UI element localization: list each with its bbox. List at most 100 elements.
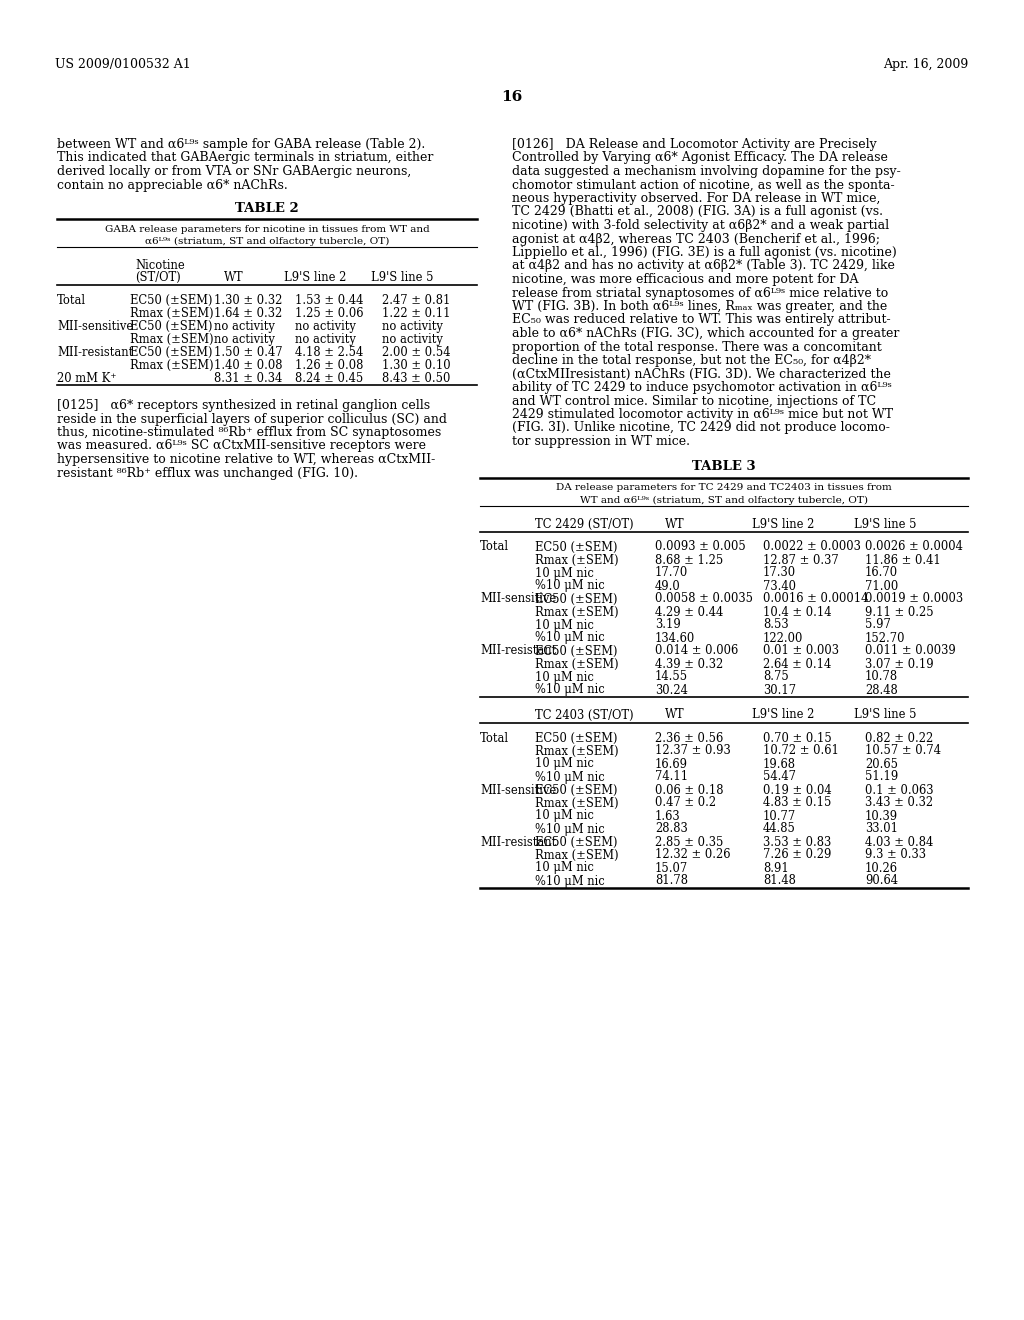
- Text: 2.64 ± 0.14: 2.64 ± 0.14: [763, 657, 831, 671]
- Text: data suggested a mechanism involving dopamine for the psy-: data suggested a mechanism involving dop…: [512, 165, 901, 178]
- Text: 54.47: 54.47: [763, 771, 796, 784]
- Text: 71.00: 71.00: [865, 579, 898, 593]
- Text: %10 μM nic: %10 μM nic: [535, 579, 605, 593]
- Text: L9'S line 5: L9'S line 5: [371, 271, 433, 284]
- Text: between WT and α6ᴸ⁹ˢ sample for GABA release (Table 2).: between WT and α6ᴸ⁹ˢ sample for GABA rel…: [57, 139, 425, 150]
- Text: WT: WT: [666, 517, 685, 531]
- Text: 0.47 ± 0.2: 0.47 ± 0.2: [655, 796, 716, 809]
- Text: 0.0026 ± 0.0004: 0.0026 ± 0.0004: [865, 540, 963, 553]
- Text: Apr. 16, 2009: Apr. 16, 2009: [883, 58, 968, 71]
- Text: no activity: no activity: [295, 333, 356, 346]
- Text: 0.06 ± 0.18: 0.06 ± 0.18: [655, 784, 724, 796]
- Text: 16.70: 16.70: [865, 566, 898, 579]
- Text: 8.53: 8.53: [763, 619, 788, 631]
- Text: WT (FIG. 3B). In both α6ᴸ⁹ˢ lines, Rₘₐₓ was greater, and the: WT (FIG. 3B). In both α6ᴸ⁹ˢ lines, Rₘₐₓ …: [512, 300, 887, 313]
- Text: 10.77: 10.77: [763, 809, 797, 822]
- Text: 1.50 ± 0.47: 1.50 ± 0.47: [214, 346, 283, 359]
- Text: Rmax (±SEM): Rmax (±SEM): [535, 744, 618, 758]
- Text: 1.25 ± 0.06: 1.25 ± 0.06: [295, 308, 364, 319]
- Text: 2.47 ± 0.81: 2.47 ± 0.81: [382, 294, 451, 308]
- Text: 10.39: 10.39: [865, 809, 898, 822]
- Text: 0.70 ± 0.15: 0.70 ± 0.15: [763, 731, 831, 744]
- Text: EC50 (±SEM): EC50 (±SEM): [535, 731, 617, 744]
- Text: MII-sensitive: MII-sensitive: [480, 784, 556, 796]
- Text: (FIG. 3I). Unlike nicotine, TC 2429 did not produce locomo-: (FIG. 3I). Unlike nicotine, TC 2429 did …: [512, 421, 890, 434]
- Text: 30.17: 30.17: [763, 684, 796, 697]
- Text: EC50 (±SEM): EC50 (±SEM): [535, 644, 617, 657]
- Text: no activity: no activity: [214, 333, 274, 346]
- Text: 4.39 ± 0.32: 4.39 ± 0.32: [655, 657, 723, 671]
- Text: contain no appreciable α6* nAChRs.: contain no appreciable α6* nAChRs.: [57, 178, 288, 191]
- Text: (ST/OT): (ST/OT): [135, 271, 181, 284]
- Text: 4.29 ± 0.44: 4.29 ± 0.44: [655, 606, 723, 619]
- Text: 10 μM nic: 10 μM nic: [535, 619, 594, 631]
- Text: [0126]   DA Release and Locomotor Activity are Precisely: [0126] DA Release and Locomotor Activity…: [512, 139, 877, 150]
- Text: EC50 (±SEM): EC50 (±SEM): [130, 319, 213, 333]
- Text: Rmax (±SEM): Rmax (±SEM): [130, 333, 214, 346]
- Text: 4.03 ± 0.84: 4.03 ± 0.84: [865, 836, 933, 849]
- Text: WT: WT: [666, 709, 685, 722]
- Text: US 2009/0100532 A1: US 2009/0100532 A1: [55, 58, 190, 71]
- Text: 2.85 ± 0.35: 2.85 ± 0.35: [655, 836, 723, 849]
- Text: 1.30 ± 0.10: 1.30 ± 0.10: [382, 359, 451, 372]
- Text: Rmax (±SEM): Rmax (±SEM): [130, 359, 214, 372]
- Text: 8.75: 8.75: [763, 671, 788, 684]
- Text: TC 2429 (ST/OT): TC 2429 (ST/OT): [535, 517, 634, 531]
- Text: Lippiello et al., 1996) (FIG. 3E) is a full agonist (vs. nicotine): Lippiello et al., 1996) (FIG. 3E) is a f…: [512, 246, 897, 259]
- Text: 7.26 ± 0.29: 7.26 ± 0.29: [763, 849, 831, 862]
- Text: Total: Total: [57, 294, 86, 308]
- Text: chomotor stimulant action of nicotine, as well as the sponta-: chomotor stimulant action of nicotine, a…: [512, 178, 895, 191]
- Text: reside in the superficial layers of superior colliculus (SC) and: reside in the superficial layers of supe…: [57, 412, 447, 425]
- Text: WT and α6ᴸ⁹ˢ (striatum, ST and olfactory tubercle, OT): WT and α6ᴸ⁹ˢ (striatum, ST and olfactory…: [580, 495, 868, 504]
- Text: no activity: no activity: [295, 319, 356, 333]
- Text: EC₅₀ was reduced relative to WT. This was entirely attribut-: EC₅₀ was reduced relative to WT. This wa…: [512, 314, 891, 326]
- Text: Total: Total: [480, 731, 509, 744]
- Text: 14.55: 14.55: [655, 671, 688, 684]
- Text: 49.0: 49.0: [655, 579, 681, 593]
- Text: 8.68 ± 1.25: 8.68 ± 1.25: [655, 553, 723, 566]
- Text: 5.97: 5.97: [865, 619, 891, 631]
- Text: 16: 16: [502, 90, 522, 104]
- Text: 51.19: 51.19: [865, 771, 898, 784]
- Text: 4.83 ± 0.15: 4.83 ± 0.15: [763, 796, 831, 809]
- Text: MII-sensitive: MII-sensitive: [480, 593, 556, 606]
- Text: 12.32 ± 0.26: 12.32 ± 0.26: [655, 849, 730, 862]
- Text: %10 μM nic: %10 μM nic: [535, 631, 605, 644]
- Text: 33.01: 33.01: [865, 822, 898, 836]
- Text: 10 μM nic: 10 μM nic: [535, 671, 594, 684]
- Text: 2.00 ± 0.54: 2.00 ± 0.54: [382, 346, 451, 359]
- Text: 10.26: 10.26: [865, 862, 898, 874]
- Text: 20.65: 20.65: [865, 758, 898, 771]
- Text: L9'S line 2: L9'S line 2: [752, 709, 814, 722]
- Text: 28.48: 28.48: [865, 684, 898, 697]
- Text: 0.014 ± 0.006: 0.014 ± 0.006: [655, 644, 738, 657]
- Text: 0.0022 ± 0.0003: 0.0022 ± 0.0003: [763, 540, 861, 553]
- Text: MII-sensitive: MII-sensitive: [57, 319, 133, 333]
- Text: L9'S line 5: L9'S line 5: [854, 517, 916, 531]
- Text: 1.64 ± 0.32: 1.64 ± 0.32: [214, 308, 283, 319]
- Text: 0.01 ± 0.003: 0.01 ± 0.003: [763, 644, 839, 657]
- Text: 134.60: 134.60: [655, 631, 695, 644]
- Text: 3.43 ± 0.32: 3.43 ± 0.32: [865, 796, 933, 809]
- Text: neous hyperactivity observed. For DA release in WT mice,: neous hyperactivity observed. For DA rel…: [512, 191, 881, 205]
- Text: 9.3 ± 0.33: 9.3 ± 0.33: [865, 849, 926, 862]
- Text: 0.1 ± 0.063: 0.1 ± 0.063: [865, 784, 934, 796]
- Text: 4.18 ± 2.54: 4.18 ± 2.54: [295, 346, 364, 359]
- Text: thus, nicotine-stimulated ⁸⁶Rb⁺ efflux from SC synaptosomes: thus, nicotine-stimulated ⁸⁶Rb⁺ efflux f…: [57, 426, 441, 440]
- Text: nicotine) with 3-fold selectivity at α6β2* and a weak partial: nicotine) with 3-fold selectivity at α6β…: [512, 219, 889, 232]
- Text: %10 μM nic: %10 μM nic: [535, 822, 605, 836]
- Text: 0.0093 ± 0.005: 0.0093 ± 0.005: [655, 540, 745, 553]
- Text: and WT control mice. Similar to nicotine, injections of TC: and WT control mice. Similar to nicotine…: [512, 395, 877, 408]
- Text: proportion of the total response. There was a concomitant: proportion of the total response. There …: [512, 341, 882, 354]
- Text: 11.86 ± 0.41: 11.86 ± 0.41: [865, 553, 941, 566]
- Text: agonist at α4β2, whereas TC 2403 (Bencherif et al., 1996;: agonist at α4β2, whereas TC 2403 (Benche…: [512, 232, 880, 246]
- Text: 12.87 ± 0.37: 12.87 ± 0.37: [763, 553, 839, 566]
- Text: EC50 (±SEM): EC50 (±SEM): [535, 540, 617, 553]
- Text: This indicated that GABAergic terminals in striatum, either: This indicated that GABAergic terminals …: [57, 152, 433, 165]
- Text: [0125]   α6* receptors synthesized in retinal ganglion cells: [0125] α6* receptors synthesized in reti…: [57, 399, 430, 412]
- Text: 16.69: 16.69: [655, 758, 688, 771]
- Text: %10 μM nic: %10 μM nic: [535, 874, 605, 887]
- Text: Rmax (±SEM): Rmax (±SEM): [535, 849, 618, 862]
- Text: 0.011 ± 0.0039: 0.011 ± 0.0039: [865, 644, 955, 657]
- Text: 3.19: 3.19: [655, 619, 681, 631]
